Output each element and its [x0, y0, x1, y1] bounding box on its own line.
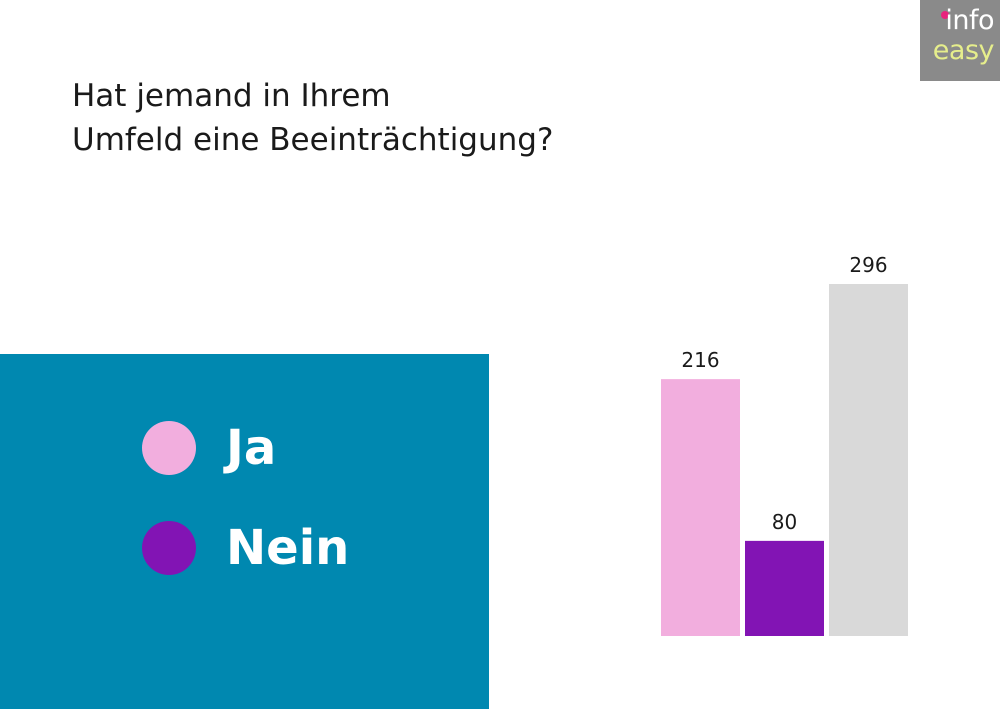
bar-1	[661, 379, 740, 636]
legend-dot-nein	[142, 521, 196, 575]
bar-2	[745, 540, 824, 636]
bar-value-label-1: 216	[681, 348, 719, 372]
infoeasy-logo: info easy	[920, 0, 1000, 81]
logo-text-info: info	[945, 5, 994, 36]
legend-label-nein: Nein	[226, 520, 350, 576]
bar-3	[829, 284, 908, 636]
legend-panel: Ja Nein	[0, 354, 489, 709]
title-line-2: Umfeld eine Beeinträchtigung?	[72, 122, 554, 158]
legend-item-ja: Ja	[142, 418, 276, 478]
bar-value-label-3: 296	[849, 253, 887, 277]
legend-dot-ja	[142, 421, 196, 475]
legend-label-ja: Ja	[226, 420, 277, 476]
title-line-1: Hat jemand in Ihrem	[72, 78, 391, 114]
logo-text-easy: easy	[932, 35, 995, 66]
logo-dot	[941, 11, 949, 19]
chart-title: Hat jemand in Ihrem Umfeld eine Beeinträ…	[72, 74, 772, 162]
legend-item-nein: Nein	[142, 518, 349, 578]
bar-value-label-2: 80	[772, 510, 797, 534]
